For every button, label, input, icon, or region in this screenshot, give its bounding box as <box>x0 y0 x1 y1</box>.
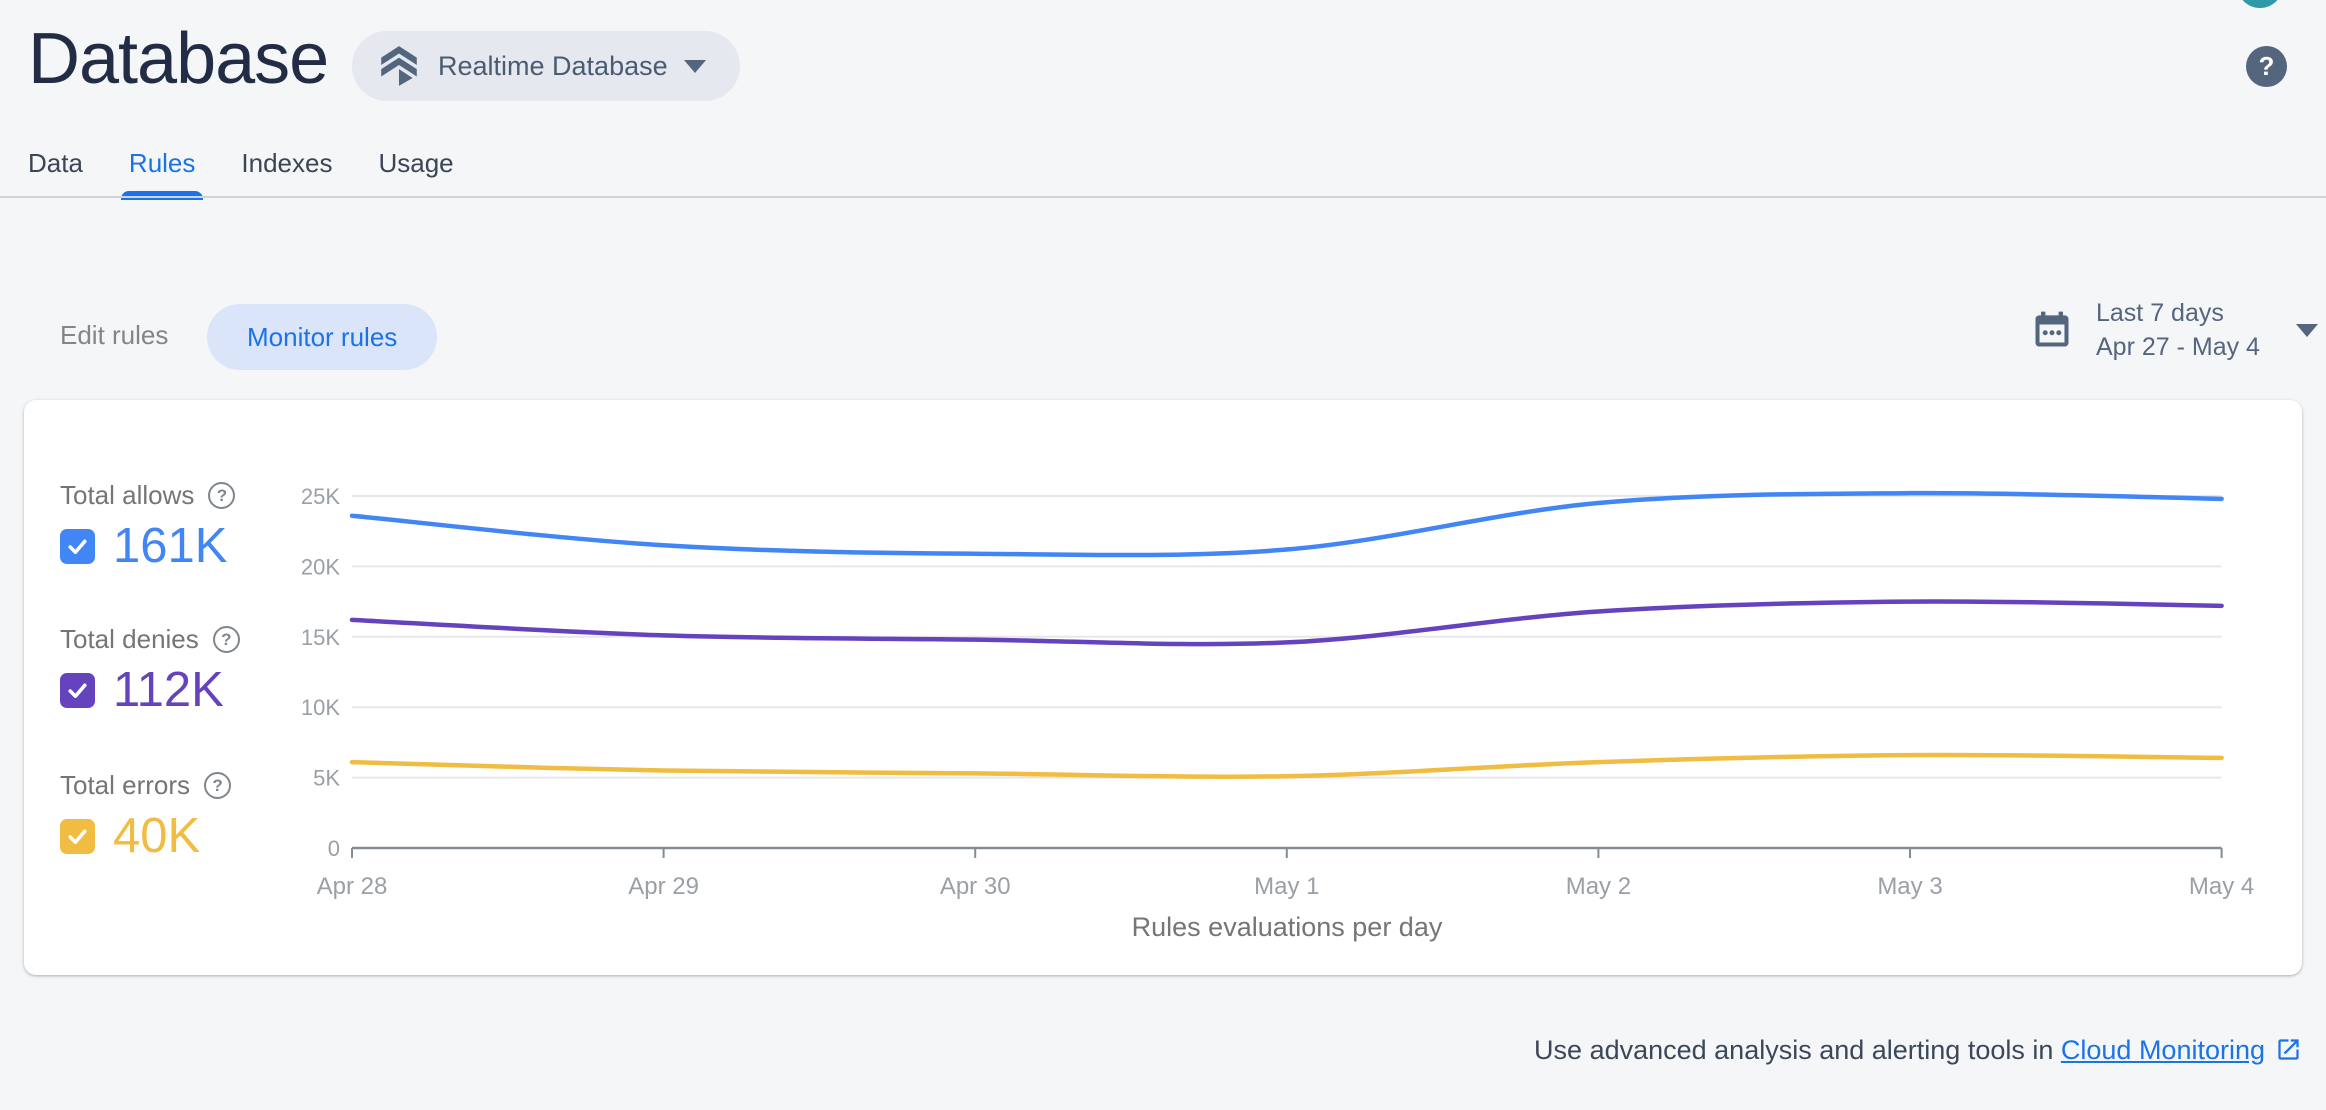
help-button[interactable]: ? <box>2246 46 2287 87</box>
svg-text:May 4: May 4 <box>2189 873 2254 900</box>
total-denies-value: 112K <box>113 663 224 717</box>
chevron-down-icon <box>683 59 706 73</box>
legend-label-row: Total errors ? <box>60 770 232 801</box>
tab-rules[interactable]: Rules <box>120 140 204 200</box>
legend-value-row: 40K <box>60 808 200 864</box>
svg-text:Apr 29: Apr 29 <box>628 873 699 900</box>
footer-text: Use advanced analysis and alerting tools… <box>1534 1035 2054 1065</box>
total-errors-checkbox[interactable] <box>60 818 95 854</box>
date-range-secondary: Apr 27 - May 4 <box>2096 333 2260 361</box>
tab-indexes[interactable]: Indexes <box>241 148 333 178</box>
tab-usage[interactable]: Usage <box>378 148 454 178</box>
cloud-monitoring-link[interactable]: Cloud Monitoring <box>2060 1035 2265 1065</box>
date-range-selector[interactable]: Last 7 days Apr 27 - May 4 <box>2030 298 2318 362</box>
legend-label-row: Total denies ? <box>60 624 240 655</box>
tab-bar: Data Rules Indexes Usage <box>28 140 454 200</box>
footer-note: Use advanced analysis and alerting tools… <box>0 1035 2302 1070</box>
tabs-divider <box>0 196 2326 198</box>
realtime-database-icon <box>376 43 422 89</box>
monitor-rules-button[interactable]: Monitor rules <box>207 304 438 370</box>
svg-text:May 2: May 2 <box>1566 873 1631 900</box>
svg-text:May 1: May 1 <box>1254 873 1319 900</box>
help-circle-icon[interactable]: ? <box>212 626 240 653</box>
product-selector[interactable]: Realtime Database <box>352 31 740 101</box>
svg-text:5K: 5K <box>313 766 340 791</box>
svg-text:15K: 15K <box>301 625 340 650</box>
svg-text:Apr 28: Apr 28 <box>317 873 388 900</box>
edit-rules-button[interactable]: Edit rules <box>60 320 169 350</box>
calendar-icon <box>2030 308 2074 352</box>
svg-text:20K: 20K <box>301 554 340 579</box>
page-title: Database <box>28 19 329 99</box>
active-tab-underline <box>120 191 204 200</box>
total-denies-checkbox[interactable] <box>60 672 95 708</box>
rules-evaluations-chart: 0 5K 10K 15K 20K 25K Apr 28 Apr 29 Apr 30 May 1 Ma… <box>301 484 2254 900</box>
legend-label-row: Total allows ? <box>60 480 236 511</box>
chevron-down-icon <box>2295 323 2318 337</box>
legend-value-row: 112K <box>60 662 224 718</box>
svg-text:25K: 25K <box>301 484 340 509</box>
help-circle-icon[interactable]: ? <box>208 482 236 509</box>
svg-text:10K: 10K <box>301 695 340 720</box>
svg-text:Apr 30: Apr 30 <box>940 873 1011 900</box>
product-selector-label: Realtime Database <box>438 50 668 81</box>
total-errors-value: 40K <box>113 809 201 863</box>
rules-monitor-card: Total allows ? 161K Total denies ? 112K … <box>24 400 2302 975</box>
date-range-primary: Last 7 days <box>2096 299 2224 327</box>
help-circle-icon[interactable]: ? <box>204 772 232 799</box>
avatar[interactable] <box>2237 0 2283 8</box>
chart-title: Rules evaluations per day <box>1131 912 1443 942</box>
legend-label: Total errors <box>60 770 191 800</box>
tab-data[interactable]: Data <box>28 148 83 178</box>
svg-text:May 3: May 3 <box>1877 873 1942 900</box>
legend-value-row: 161K <box>60 518 227 574</box>
legend-label: Total denies <box>60 624 199 654</box>
svg-text:0: 0 <box>328 836 340 861</box>
legend-label: Total allows <box>60 480 195 510</box>
total-allows-checkbox[interactable] <box>60 528 95 564</box>
question-mark-icon: ? <box>2258 51 2275 81</box>
total-allows-value: 161K <box>113 519 228 573</box>
external-link-icon[interactable] <box>2275 1036 2302 1070</box>
